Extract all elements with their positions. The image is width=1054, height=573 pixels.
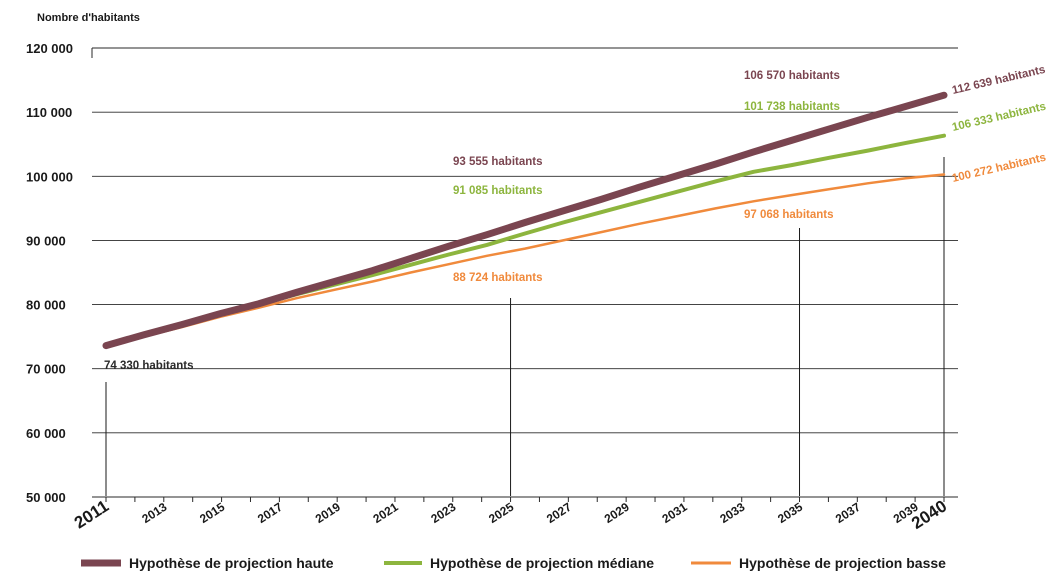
x-tick-label: 2025 xyxy=(486,500,516,526)
series-line-haute xyxy=(102,91,948,350)
legend-item: Hypothèse de projection basse xyxy=(691,555,946,571)
y-tick-label: 100 000 xyxy=(26,169,73,184)
x-tick-label: 2027 xyxy=(544,500,574,526)
y-tick-label: 50 000 xyxy=(26,490,66,505)
legend-label: Hypothèse de projection médiane xyxy=(430,555,654,571)
y-axis-title: Nombre d'habitants xyxy=(37,12,140,24)
annotation-drop-lines xyxy=(105,157,945,496)
annotation-label: 100 272 habitants xyxy=(951,152,1047,185)
x-tick-label: 2015 xyxy=(197,500,227,526)
legend-swatch xyxy=(81,559,121,567)
series-line-basse xyxy=(104,173,946,349)
legend: Hypothèse de projection haute Hypothèse d… xyxy=(81,555,946,571)
legend-swatch xyxy=(384,561,422,565)
y-tick-label: 80 000 xyxy=(26,298,66,313)
x-tick-label: 2037 xyxy=(833,500,863,526)
annotation-label: 97 068 habitants xyxy=(744,209,833,221)
x-tick-label: 2017 xyxy=(255,500,285,526)
y-tick-label: 60 000 xyxy=(26,426,66,441)
annotation-label: 74 330 habitants xyxy=(104,360,193,372)
legend-item: Hypothèse de projection haute xyxy=(81,555,334,571)
gridlines xyxy=(92,47,958,434)
legend-swatch xyxy=(691,561,731,565)
y-axis: 50 000 60 000 70 000 80 000 90 000 100 000 110… xyxy=(26,41,93,505)
annotation-label: 112 639 habitants xyxy=(951,64,1047,97)
x-tick-label: 2035 xyxy=(775,500,805,526)
x-tick-label: 2019 xyxy=(313,500,343,526)
annotation-label: 91 085 habitants xyxy=(453,185,542,197)
annotation-label: 106 570 habitants xyxy=(744,70,840,82)
x-tick-label: 2029 xyxy=(602,500,632,526)
annotation-label: 88 724 habitants xyxy=(453,272,542,284)
legend-label: Hypothèse de projection haute xyxy=(129,555,334,571)
y-tick-label: 120 000 xyxy=(26,41,73,56)
y-tick-label: 70 000 xyxy=(26,362,66,377)
legend-label: Hypothèse de projection basse xyxy=(739,555,946,571)
x-axis: 2011 2013 2015 2017 2019 2021 2023 2025 2027 2029… xyxy=(71,496,958,533)
annotation-label: 93 555 habitants xyxy=(453,156,542,168)
legend-item: Hypothèse de projection médiane xyxy=(384,555,654,571)
x-tick-label: 2021 xyxy=(371,500,401,526)
x-tick-label: 2031 xyxy=(660,500,690,526)
annotation-label: 106 333 habitants xyxy=(951,101,1047,134)
x-tick-label: 2013 xyxy=(139,500,169,526)
y-tick-label: 110 000 xyxy=(26,105,72,120)
x-tick-label: 2033 xyxy=(717,500,747,526)
annotation-label: 101 738 habitants xyxy=(744,101,840,113)
x-tick-label: 2023 xyxy=(428,500,458,526)
y-tick-label: 90 000 xyxy=(26,233,66,248)
series-lines xyxy=(102,91,948,350)
